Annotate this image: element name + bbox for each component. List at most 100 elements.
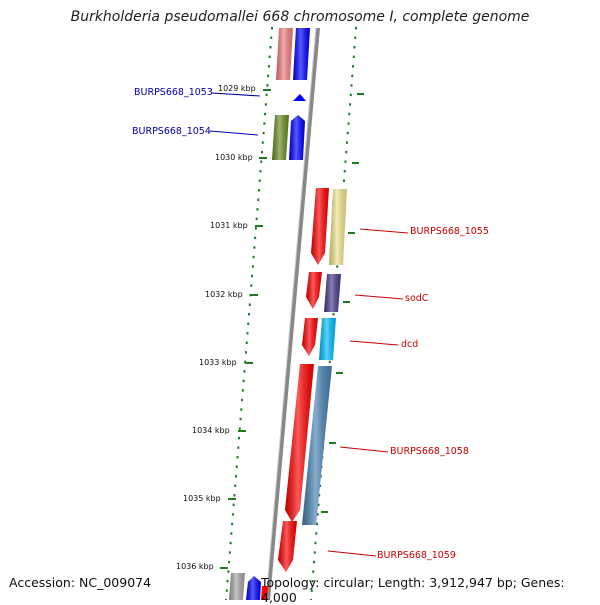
- gene-burps668-1054-olive[interactable]: [272, 115, 289, 160]
- gene-bottom-gray[interactable]: [229, 573, 245, 600]
- track-dot: [314, 541, 317, 545]
- tick-label-1030: 1030 kbp: [215, 153, 253, 162]
- track-dot: [351, 74, 354, 78]
- gene-bottom-red-sliver[interactable]: [261, 586, 268, 600]
- track-dot: [257, 189, 260, 192]
- gene-top-pink[interactable]: [276, 28, 293, 80]
- gene-burps668-1054[interactable]: [289, 115, 305, 160]
- track-dot: [251, 274, 254, 278]
- track-dot: [261, 150, 264, 154]
- track-dot: [262, 131, 265, 135]
- accession-text: Accession: NC_009074: [9, 575, 152, 590]
- track-dot: [348, 112, 351, 116]
- track-dot: [243, 370, 246, 373]
- track-dot: [312, 570, 315, 573]
- track-dot: [251, 265, 254, 268]
- gene-sodc-slate[interactable]: [324, 274, 341, 312]
- track-dot: [238, 427, 241, 430]
- track-dot: [255, 217, 258, 221]
- track-dot: [239, 417, 242, 421]
- track-dot: [328, 360, 331, 364]
- gene-label-dcd[interactable]: dcd: [401, 339, 418, 350]
- track-dot: [264, 112, 267, 116]
- track-dot: [267, 74, 270, 78]
- track-dot: [271, 27, 273, 30]
- track-dot: [225, 589, 228, 592]
- track-dot: [244, 360, 247, 364]
- track-dot: [317, 503, 320, 507]
- tick-label-1034: 1034 kbp: [192, 426, 230, 435]
- gene-label-sodc[interactable]: sodC: [405, 293, 429, 304]
- track-dot: [234, 475, 237, 478]
- track-dot: [259, 170, 262, 173]
- track-dot: [343, 170, 346, 173]
- tick-label-1029: 1029 kbp: [218, 84, 256, 93]
- track-dot: [344, 160, 347, 163]
- track-dot: [353, 46, 356, 49]
- track-dot: [244, 351, 247, 354]
- track-dot: [231, 522, 234, 526]
- gene-top-blue[interactable]: [293, 28, 310, 80]
- track-dot: [354, 36, 357, 39]
- gene-burps668-1058-steel[interactable]: [302, 366, 332, 525]
- track-dot: [226, 579, 229, 583]
- gene-dcd[interactable]: [302, 318, 318, 356]
- track-dot: [350, 84, 353, 87]
- backbone-highlight: [265, 27, 317, 600]
- track-dot: [238, 436, 241, 440]
- track-dot: [233, 494, 236, 497]
- gene-burps668-1059[interactable]: [278, 521, 297, 572]
- tick-label-1031: 1031 kbp: [210, 221, 248, 230]
- track-dot: [355, 27, 357, 30]
- track-dot: [240, 408, 243, 411]
- track-dot: [313, 551, 316, 554]
- track-dot: [245, 341, 248, 344]
- track-dot: [228, 551, 231, 554]
- map-title: Burkholderia pseudomallei 668 chromosome…: [70, 9, 530, 25]
- gene-burps668-1055-khaki[interactable]: [329, 189, 347, 265]
- gene-burps668-1058[interactable]: [285, 364, 314, 522]
- track-dot: [343, 179, 345, 182]
- track-dot: [316, 513, 319, 516]
- track-dot: [237, 446, 240, 449]
- track-dot: [254, 236, 257, 240]
- track-dot: [318, 494, 321, 497]
- track-dot: [346, 131, 349, 135]
- gene-label-burps668-1055[interactable]: BURPS668_1055: [410, 226, 489, 237]
- track-dot: [227, 570, 230, 573]
- track-dot: [349, 103, 351, 106]
- tick-label-1036: 1036 kbp: [176, 562, 214, 571]
- track-dot: [232, 503, 235, 507]
- track-dot: [266, 84, 269, 87]
- gene-label-burps668-1054[interactable]: BURPS668_1054: [132, 126, 211, 137]
- track-dot: [254, 227, 257, 230]
- track-dot: [268, 55, 271, 58]
- track-dot: [247, 322, 250, 325]
- gene-bottom-blue[interactable]: [246, 576, 261, 600]
- track-dot: [252, 255, 255, 259]
- gene-sodc[interactable]: [306, 272, 322, 309]
- gene-label-burps668-1053[interactable]: BURPS668_1053: [134, 87, 213, 98]
- gene-burps668-1055[interactable]: [311, 188, 329, 265]
- track-dot: [265, 93, 268, 97]
- gene-label-burps668-1058[interactable]: BURPS668_1058: [390, 446, 469, 457]
- track-dot: [256, 208, 259, 211]
- track-dot: [269, 46, 272, 49]
- track-dot: [263, 122, 266, 125]
- track-dot: [261, 141, 264, 144]
- label-leader-lines: [209, 92, 409, 557]
- track-dot: [234, 484, 237, 487]
- track-dot: [311, 579, 314, 583]
- gene-dcd-sky[interactable]: [319, 318, 336, 360]
- gene-burps668-1053[interactable]: [293, 94, 306, 101]
- track-dot: [250, 284, 253, 287]
- gene-label-burps668-1059[interactable]: BURPS668_1059: [377, 550, 456, 561]
- backbone-line: [266, 27, 320, 600]
- track-dot: [228, 560, 231, 564]
- track-dot: [310, 589, 313, 592]
- track-dot: [336, 265, 339, 268]
- track-dot: [264, 103, 267, 106]
- track-dot: [352, 55, 355, 58]
- track-dot: [352, 65, 354, 68]
